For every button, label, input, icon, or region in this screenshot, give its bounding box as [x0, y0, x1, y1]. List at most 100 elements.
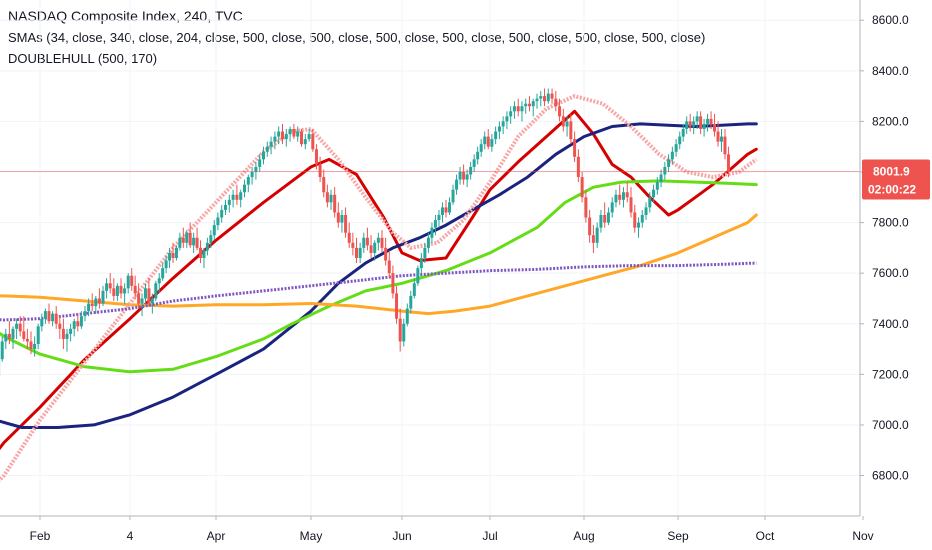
candle-body [164, 260, 168, 269]
candle-body [448, 202, 452, 213]
candle-body [640, 215, 644, 223]
candle-body [426, 237, 430, 248]
candle-body [591, 235, 595, 243]
indicator-lines [0, 94, 758, 483]
candle-body [535, 98, 539, 102]
candle-body [667, 159, 671, 167]
candle-body [603, 215, 607, 223]
candle-body [561, 116, 565, 127]
candle-body [455, 179, 459, 190]
candle-body [599, 215, 603, 228]
candle-body [458, 172, 462, 180]
candle-body [143, 288, 147, 299]
candle-body [322, 177, 326, 193]
candle-body [105, 283, 109, 291]
candle-body [18, 323, 22, 332]
series-line [0, 213, 758, 316]
candle-body [333, 194, 337, 213]
candle-body [195, 237, 199, 248]
candle-body [29, 341, 33, 350]
price-badge-box [862, 159, 930, 200]
time-tick-label: May [300, 529, 323, 543]
candle-body [695, 116, 699, 122]
candle-body [33, 344, 37, 350]
candle-body [178, 237, 182, 248]
candle-body [531, 101, 535, 107]
candle-body [61, 328, 65, 339]
series-line [0, 94, 758, 483]
candle-body [614, 194, 618, 203]
time-tick-label: Jul [482, 529, 497, 543]
candle-body [147, 288, 151, 304]
candle-body [69, 328, 73, 334]
candle-body [83, 311, 87, 317]
candle-body [726, 154, 730, 172]
candle-body [412, 283, 416, 296]
candle-body [723, 136, 727, 155]
candle-body [239, 192, 243, 200]
candle-body [621, 192, 625, 200]
candle-body [273, 136, 277, 142]
candle-body [565, 121, 569, 127]
candle-body [79, 316, 83, 327]
candle-body [505, 116, 509, 122]
candle-body [659, 174, 663, 183]
candle-body [303, 139, 307, 145]
candle-body [678, 136, 682, 145]
candle-body [65, 333, 69, 339]
candle-body [451, 189, 455, 203]
candle-body [588, 217, 592, 236]
candle-body [314, 149, 318, 165]
candle-body [269, 141, 273, 147]
candle-body [618, 194, 622, 200]
candle-body [150, 298, 154, 304]
candle-body [40, 318, 44, 327]
candle-body [87, 303, 91, 312]
candle-body [702, 123, 706, 129]
candle-body [154, 283, 158, 299]
candle-body [137, 293, 141, 304]
candle-body [486, 136, 490, 147]
series-line [0, 179, 758, 374]
candle-body [262, 151, 265, 160]
candle-body [419, 258, 423, 269]
candle-body [277, 131, 281, 137]
candle-body [433, 220, 437, 228]
candle-body [181, 237, 185, 243]
candle-body [292, 129, 296, 137]
time-tick-label: 4 [127, 529, 134, 543]
candle-body [465, 174, 469, 180]
candle-body [174, 247, 178, 258]
candle-body [25, 338, 29, 342]
candle-body [402, 323, 406, 342]
candle-body [629, 197, 633, 213]
candle-body [398, 318, 402, 342]
candle-body [512, 106, 516, 112]
candle-body [126, 275, 130, 289]
candle-body [648, 197, 652, 208]
candle-body [706, 118, 710, 124]
candle-body [212, 225, 216, 236]
candle-body [216, 217, 220, 226]
candle-body [576, 156, 580, 178]
price-badge-countdown: 02:00:22 [868, 183, 916, 197]
candle-body [391, 273, 395, 294]
time-tick-label: Nov [852, 529, 873, 543]
price-axis-panel [860, 0, 932, 550]
candle-body [171, 252, 175, 258]
candle-body [384, 247, 388, 261]
candle-body [395, 293, 399, 319]
candle-body [58, 323, 62, 329]
candle-body [185, 232, 189, 243]
candle-body [685, 121, 689, 129]
candle-body [307, 134, 311, 140]
candle-body [573, 139, 577, 157]
candle-body [494, 131, 498, 140]
price-tick-label: 6800.0 [872, 469, 909, 483]
candle-body [188, 232, 192, 246]
price-badge: 8001.9 02:00:22 [862, 159, 930, 200]
candle-body [546, 93, 550, 102]
candle-body [476, 151, 480, 160]
